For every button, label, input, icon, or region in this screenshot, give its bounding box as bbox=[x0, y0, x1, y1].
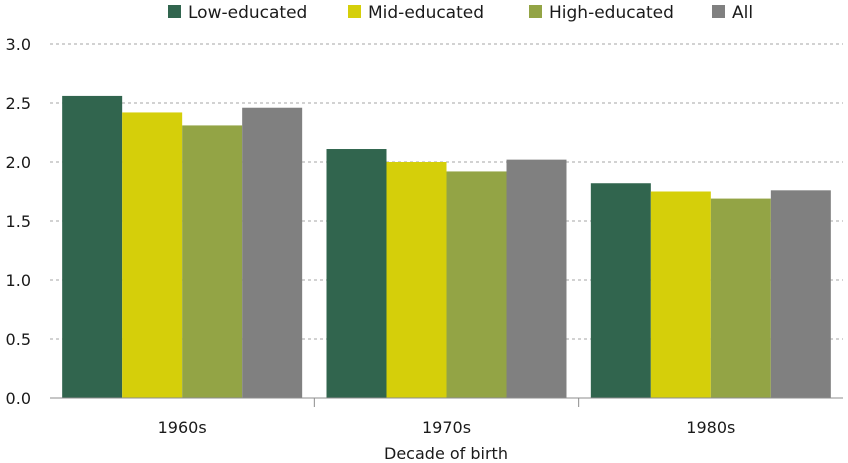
legend-swatch bbox=[529, 5, 542, 18]
x-tick-label: 1960s bbox=[158, 418, 207, 437]
y-tick-label: 1.0 bbox=[6, 271, 31, 290]
y-tick-label: 1.5 bbox=[6, 212, 31, 231]
legend-label: All bbox=[732, 3, 753, 23]
y-tick-label: 2.0 bbox=[6, 153, 31, 172]
bar-all-1980s bbox=[770, 190, 831, 398]
y-tick-label: 3.0 bbox=[6, 35, 31, 54]
bar-high-educated-1970s bbox=[446, 171, 507, 398]
bar-mid-educated-1960s bbox=[122, 112, 183, 398]
x-axis-title: Decade of birth bbox=[384, 444, 508, 463]
legend-label: Mid-educated bbox=[368, 3, 484, 23]
bar-high-educated-1960s bbox=[182, 125, 243, 399]
legend-label: High-educated bbox=[549, 3, 674, 23]
bar-low-educated-1960s bbox=[62, 95, 123, 399]
bars bbox=[62, 95, 831, 399]
y-tick-label: 0.0 bbox=[6, 389, 31, 408]
bar-mid-educated-1970s bbox=[386, 162, 447, 398]
bar-low-educated-1980s bbox=[590, 183, 651, 398]
bar-mid-educated-1980s bbox=[650, 191, 711, 398]
legend-swatch bbox=[168, 5, 181, 18]
y-tick-label: 2.5 bbox=[6, 94, 31, 113]
legend: Low-educated Mid-educated High-educated All bbox=[168, 3, 753, 23]
x-tick-label: 1980s bbox=[686, 418, 735, 437]
bar-all-1960s bbox=[242, 107, 303, 398]
legend-swatch bbox=[348, 5, 361, 18]
bar-high-educated-1980s bbox=[710, 198, 771, 398]
y-tick-label: 0.5 bbox=[6, 330, 31, 349]
legend-swatch bbox=[712, 5, 725, 18]
legend-label: Low-educated bbox=[188, 3, 307, 23]
bar-all-1970s bbox=[506, 159, 567, 398]
bar-low-educated-1970s bbox=[326, 149, 387, 398]
axes: 0.0 0.5 1.0 1.5 2.0 2.5 3.0 1960s 1970s 1980s bbox=[6, 35, 843, 437]
x-tick-label: 1970s bbox=[422, 418, 471, 437]
